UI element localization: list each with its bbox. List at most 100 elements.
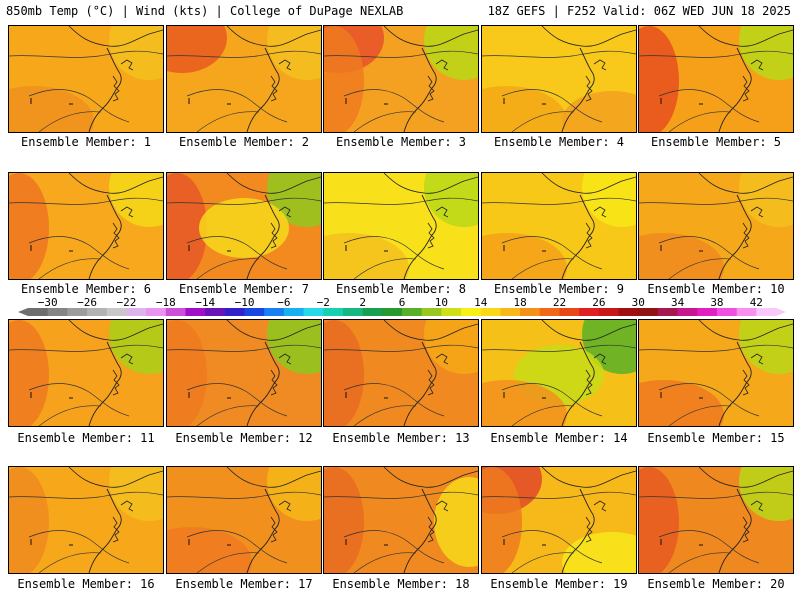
colorbar-segment [579, 308, 600, 316]
colorbar-segment [106, 308, 127, 316]
ensemble-member-label: Ensemble Member: 8 [335, 282, 467, 296]
colorbar-min-arrow [18, 308, 28, 316]
ensemble-member-label: Ensemble Member: 6 [20, 282, 152, 296]
ensemble-member-label: Ensemble Member: 13 [332, 431, 470, 445]
ensemble-member-label: Ensemble Member: 2 [178, 135, 310, 149]
ensemble-member-map [166, 172, 322, 280]
colorbar-tick-label: −22 [116, 296, 137, 309]
ensemble-member-label: Ensemble Member: 12 [175, 431, 313, 445]
colorbar-tick-label: 14 [474, 296, 488, 309]
ensemble-member-label: Ensemble Member: 4 [493, 135, 625, 149]
colorbar-segment [28, 308, 49, 316]
colorbar-segment [461, 308, 482, 316]
colorbar-segment [146, 308, 167, 316]
ensemble-member-map [166, 319, 322, 427]
ensemble-member-label: Ensemble Member: 5 [650, 135, 782, 149]
valid-time: 18Z GEFS | F252 Valid: 06Z WED JUN 18 20… [487, 4, 791, 18]
colorbar-segment [441, 308, 462, 316]
ensemble-member-map [8, 172, 164, 280]
colorbar-segment [87, 308, 108, 316]
ensemble-member-map [481, 319, 637, 427]
colorbar-segment [500, 308, 521, 316]
colorbar-segment [677, 308, 698, 316]
colorbar-segment [126, 308, 147, 316]
colorbar-segment [421, 308, 442, 316]
ensemble-member-map [323, 466, 479, 574]
ensemble-member-label: Ensemble Member: 14 [490, 431, 628, 445]
ensemble-member-map [166, 466, 322, 574]
colorbar-segment [205, 308, 226, 316]
colorbar-segment [264, 308, 285, 316]
colorbar-segment [697, 308, 718, 316]
colorbar-segment [716, 308, 738, 316]
ensemble-member-label: Ensemble Member: 20 [647, 577, 785, 591]
colorbar-segment [736, 308, 757, 316]
colorbar-segment [283, 308, 305, 316]
colorbar-max-arrow [776, 308, 786, 316]
ensemble-member-map [8, 25, 164, 133]
colorbar-segment [638, 308, 659, 316]
ensemble-member-label: Ensemble Member: 9 [493, 282, 625, 296]
ensemble-member-map [481, 172, 637, 280]
temperature-colorbar [18, 308, 786, 316]
ensemble-member-map [638, 172, 794, 280]
colorbar-tick-label: −6 [277, 296, 291, 309]
colorbar-segment [402, 308, 423, 316]
colorbar-tick-label: 18 [513, 296, 527, 309]
colorbar-segment [47, 308, 68, 316]
colorbar-tick-label: 26 [592, 296, 606, 309]
colorbar-tick-label: 30 [631, 296, 645, 309]
ensemble-member-map [481, 466, 637, 574]
colorbar-tick-label: −14 [195, 296, 216, 309]
colorbar-segment [618, 308, 639, 316]
ensemble-member-map [638, 319, 794, 427]
map-title: 850mb Temp (°C) | Wind (kts) | College o… [6, 4, 404, 18]
ensemble-member-label: Ensemble Member: 17 [175, 577, 313, 591]
colorbar-segment [165, 308, 186, 316]
ensemble-member-map [323, 319, 479, 427]
colorbar-segment [539, 308, 560, 316]
colorbar-segment [480, 308, 501, 316]
colorbar-segment [362, 308, 383, 316]
colorbar-segment [342, 308, 364, 316]
colorbar-segment [244, 308, 265, 316]
ensemble-member-label: Ensemble Member: 15 [647, 431, 785, 445]
ensemble-member-map [166, 25, 322, 133]
colorbar-segment [323, 308, 344, 316]
ensemble-member-label: Ensemble Member: 19 [490, 577, 628, 591]
ensemble-member-label: Ensemble Member: 1 [20, 135, 152, 149]
ensemble-member-map [8, 319, 164, 427]
ensemble-member-map [481, 25, 637, 133]
colorbar-tick-label: −10 [234, 296, 255, 309]
colorbar-tick-label: 10 [434, 296, 448, 309]
colorbar-tick-label: 2 [359, 296, 366, 309]
ensemble-member-map [8, 466, 164, 574]
ensemble-member-map [638, 466, 794, 574]
ensemble-member-label: Ensemble Member: 7 [178, 282, 310, 296]
colorbar-tick-label: −2 [316, 296, 330, 309]
colorbar-tick-label: 38 [710, 296, 724, 309]
colorbar-segment [559, 308, 580, 316]
ensemble-member-label: Ensemble Member: 16 [17, 577, 155, 591]
colorbar-segment [224, 308, 246, 316]
colorbar-segment [598, 308, 620, 316]
ensemble-member-map [323, 172, 479, 280]
colorbar-tick-label: −18 [155, 296, 176, 309]
colorbar-segment [382, 308, 403, 316]
colorbar-tick-label: 6 [398, 296, 406, 309]
colorbar-tick-label: 22 [552, 296, 567, 309]
ensemble-member-label: Ensemble Member: 18 [332, 577, 470, 591]
colorbar-segment [657, 308, 679, 316]
ensemble-member-label: Ensemble Member: 11 [17, 431, 155, 445]
colorbar-tick-label: 34 [670, 296, 685, 309]
colorbar-tick-label: −30 [37, 296, 58, 309]
colorbar-tick-label: −26 [77, 296, 97, 309]
ensemble-member-map [323, 25, 479, 133]
colorbar-segment [520, 308, 541, 316]
ensemble-member-label: Ensemble Member: 3 [335, 135, 467, 149]
colorbar-segment [303, 308, 324, 316]
ensemble-member-map [638, 25, 794, 133]
colorbar-segment [185, 308, 206, 316]
ensemble-member-label: Ensemble Member: 10 [647, 282, 785, 296]
colorbar-segment [756, 308, 777, 316]
